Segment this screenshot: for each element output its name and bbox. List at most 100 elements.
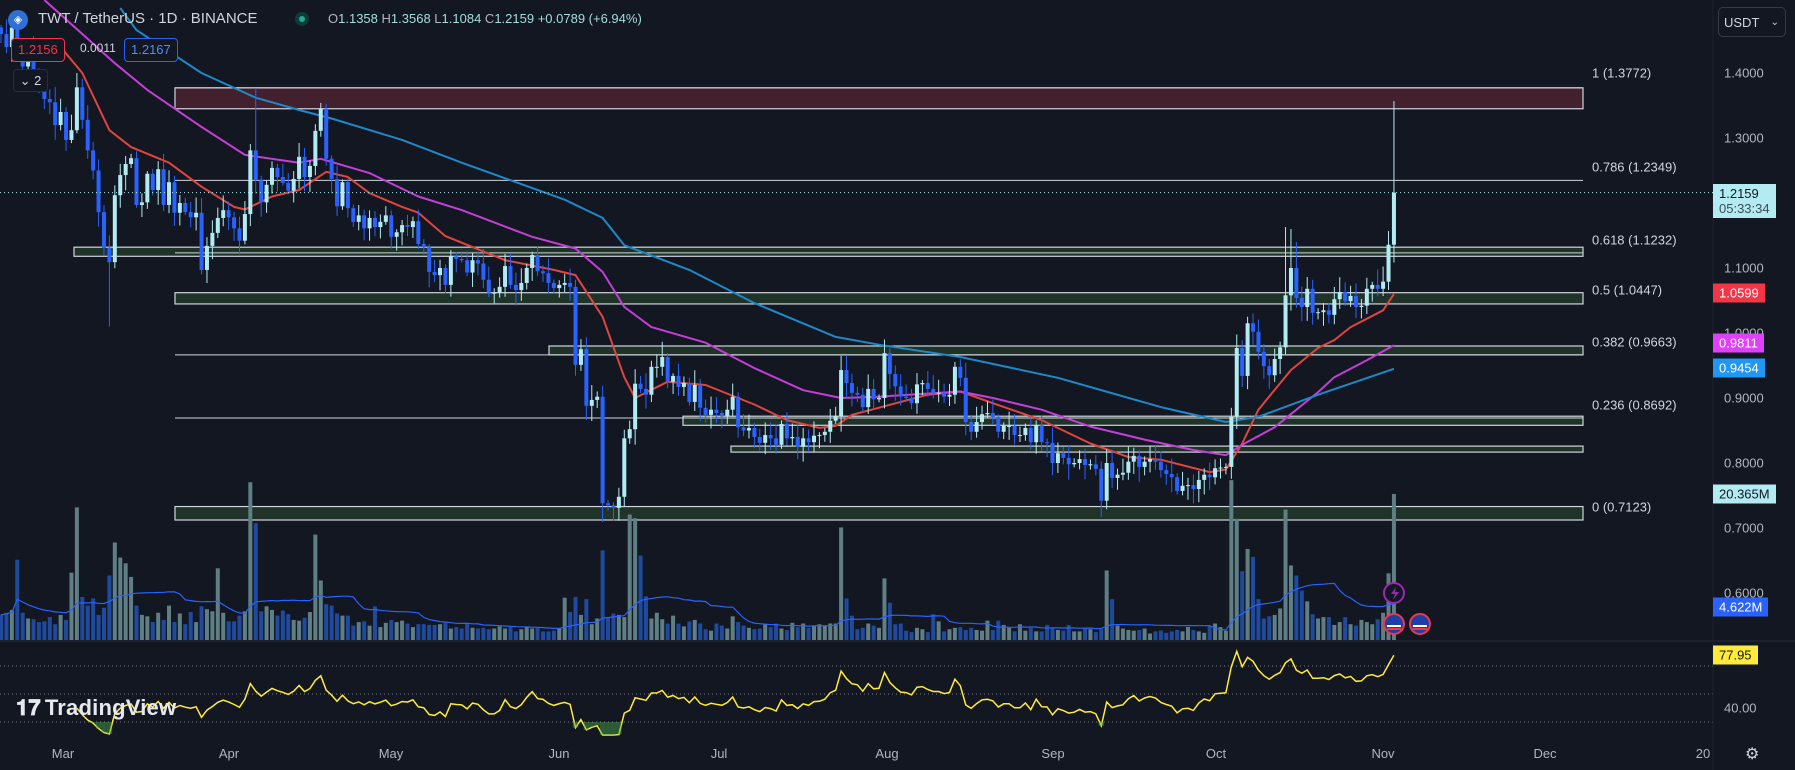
candle: [47, 89, 52, 115]
symbol-title[interactable]: TWT / TetherUS · 1D · BINANCE: [38, 10, 258, 27]
buy-button[interactable]: 1.2167: [124, 38, 178, 62]
us-flag-icon[interactable]: [1382, 613, 1405, 635]
candle-body: [118, 175, 123, 196]
candle: [866, 374, 871, 414]
candle-body: [925, 383, 930, 389]
candle: [1099, 461, 1104, 517]
candle: [980, 405, 985, 430]
candle-body: [475, 260, 480, 264]
candle-body: [952, 366, 957, 395]
sell-button[interactable]: 1.2156: [11, 38, 65, 62]
candle: [898, 374, 903, 406]
candle-body: [557, 284, 562, 289]
candle: [275, 163, 280, 192]
candle: [394, 229, 399, 251]
volume-bar: [589, 624, 594, 640]
volume-bar: [4, 612, 9, 640]
rsi-axis-tick: 40.00: [1724, 700, 1757, 716]
volume-bar: [69, 572, 74, 640]
candle-body: [595, 396, 600, 400]
candle-body: [990, 412, 995, 417]
currency-dropdown[interactable]: USDT ⌄: [1718, 7, 1786, 37]
candle: [638, 375, 643, 393]
candle: [340, 179, 345, 210]
candle: [101, 205, 106, 256]
candle-body: [1337, 292, 1342, 300]
candle: [69, 114, 74, 144]
candle-body: [372, 217, 377, 228]
candle: [1240, 340, 1245, 387]
candle-body: [1251, 323, 1256, 332]
candle: [985, 401, 990, 419]
candle: [654, 354, 659, 378]
ohlc-legend: O1.1358 H1.3568 L1.1084 C1.2159 +0.0789 …: [328, 11, 642, 26]
volume-bar: [1354, 625, 1358, 640]
candle: [768, 422, 773, 451]
candle: [177, 194, 182, 226]
candle: [1001, 422, 1006, 440]
volume-bar: [779, 628, 784, 640]
volume-bar: [383, 622, 388, 640]
candle: [1223, 463, 1228, 475]
volume-bar: [1072, 631, 1077, 640]
candle-body: [920, 383, 925, 385]
candle: [438, 259, 443, 291]
candle-body: [746, 427, 751, 431]
volume-bar: [1148, 633, 1153, 640]
volume-bar: [497, 626, 502, 640]
volume-bar: [1337, 622, 1342, 640]
candle-body: [887, 353, 892, 374]
candle: [1153, 446, 1158, 470]
candle: [1066, 444, 1071, 480]
fib-retracement[interactable]: [175, 87, 1583, 521]
high-key: H: [381, 11, 391, 26]
candle-body: [1126, 461, 1131, 473]
candle-body: [58, 112, 63, 125]
candle-body: [1066, 457, 1071, 465]
ma-magenta-value: 0.9811: [1719, 335, 1758, 351]
price-axis-tick: 1.1000: [1724, 260, 1764, 276]
candle: [259, 175, 264, 218]
candle-body: [177, 203, 182, 213]
candle: [877, 394, 882, 403]
ma-red-label: 1.0599: [1713, 283, 1765, 303]
candle-body: [427, 247, 432, 272]
change-value: +0.0789 (+6.94%): [537, 11, 642, 26]
candle-body: [877, 398, 882, 400]
volume-bar: [866, 623, 871, 640]
candle: [1251, 313, 1256, 346]
volume-bar: [660, 619, 665, 640]
candle-body: [1023, 427, 1028, 436]
candle-body: [1110, 463, 1115, 478]
volume-bar: [64, 619, 69, 640]
price-axis-tick: 0.6000: [1724, 585, 1764, 601]
candle: [633, 369, 638, 445]
lightning-icon[interactable]: [1382, 582, 1405, 604]
candle: [741, 414, 746, 437]
candle: [1158, 451, 1163, 478]
candle-body: [1137, 455, 1142, 467]
candle: [351, 204, 356, 227]
candle-body: [1012, 425, 1017, 436]
volume-bar: [860, 627, 865, 640]
volume-bar: [1164, 632, 1169, 640]
time-axis-tick: Jul: [710, 746, 728, 761]
us-flag-icon[interactable]: [1408, 613, 1431, 635]
candle: [784, 412, 789, 446]
candle: [194, 197, 199, 231]
candle-body: [1240, 347, 1245, 376]
candle: [627, 420, 632, 444]
collapse-indicators-button[interactable]: ⌄ 2: [13, 69, 48, 92]
close-key: C: [484, 11, 495, 26]
volume-bar: [492, 628, 497, 640]
volume-bar: [546, 631, 551, 640]
volume-bar: [996, 620, 1001, 640]
candle: [188, 202, 193, 228]
candle: [687, 377, 692, 406]
settings-gear-icon[interactable]: ⚙: [1745, 746, 1760, 763]
candle-body: [139, 202, 144, 205]
volume-bar: [20, 612, 25, 640]
candle-body: [416, 221, 421, 244]
volume-bar: [221, 612, 226, 640]
